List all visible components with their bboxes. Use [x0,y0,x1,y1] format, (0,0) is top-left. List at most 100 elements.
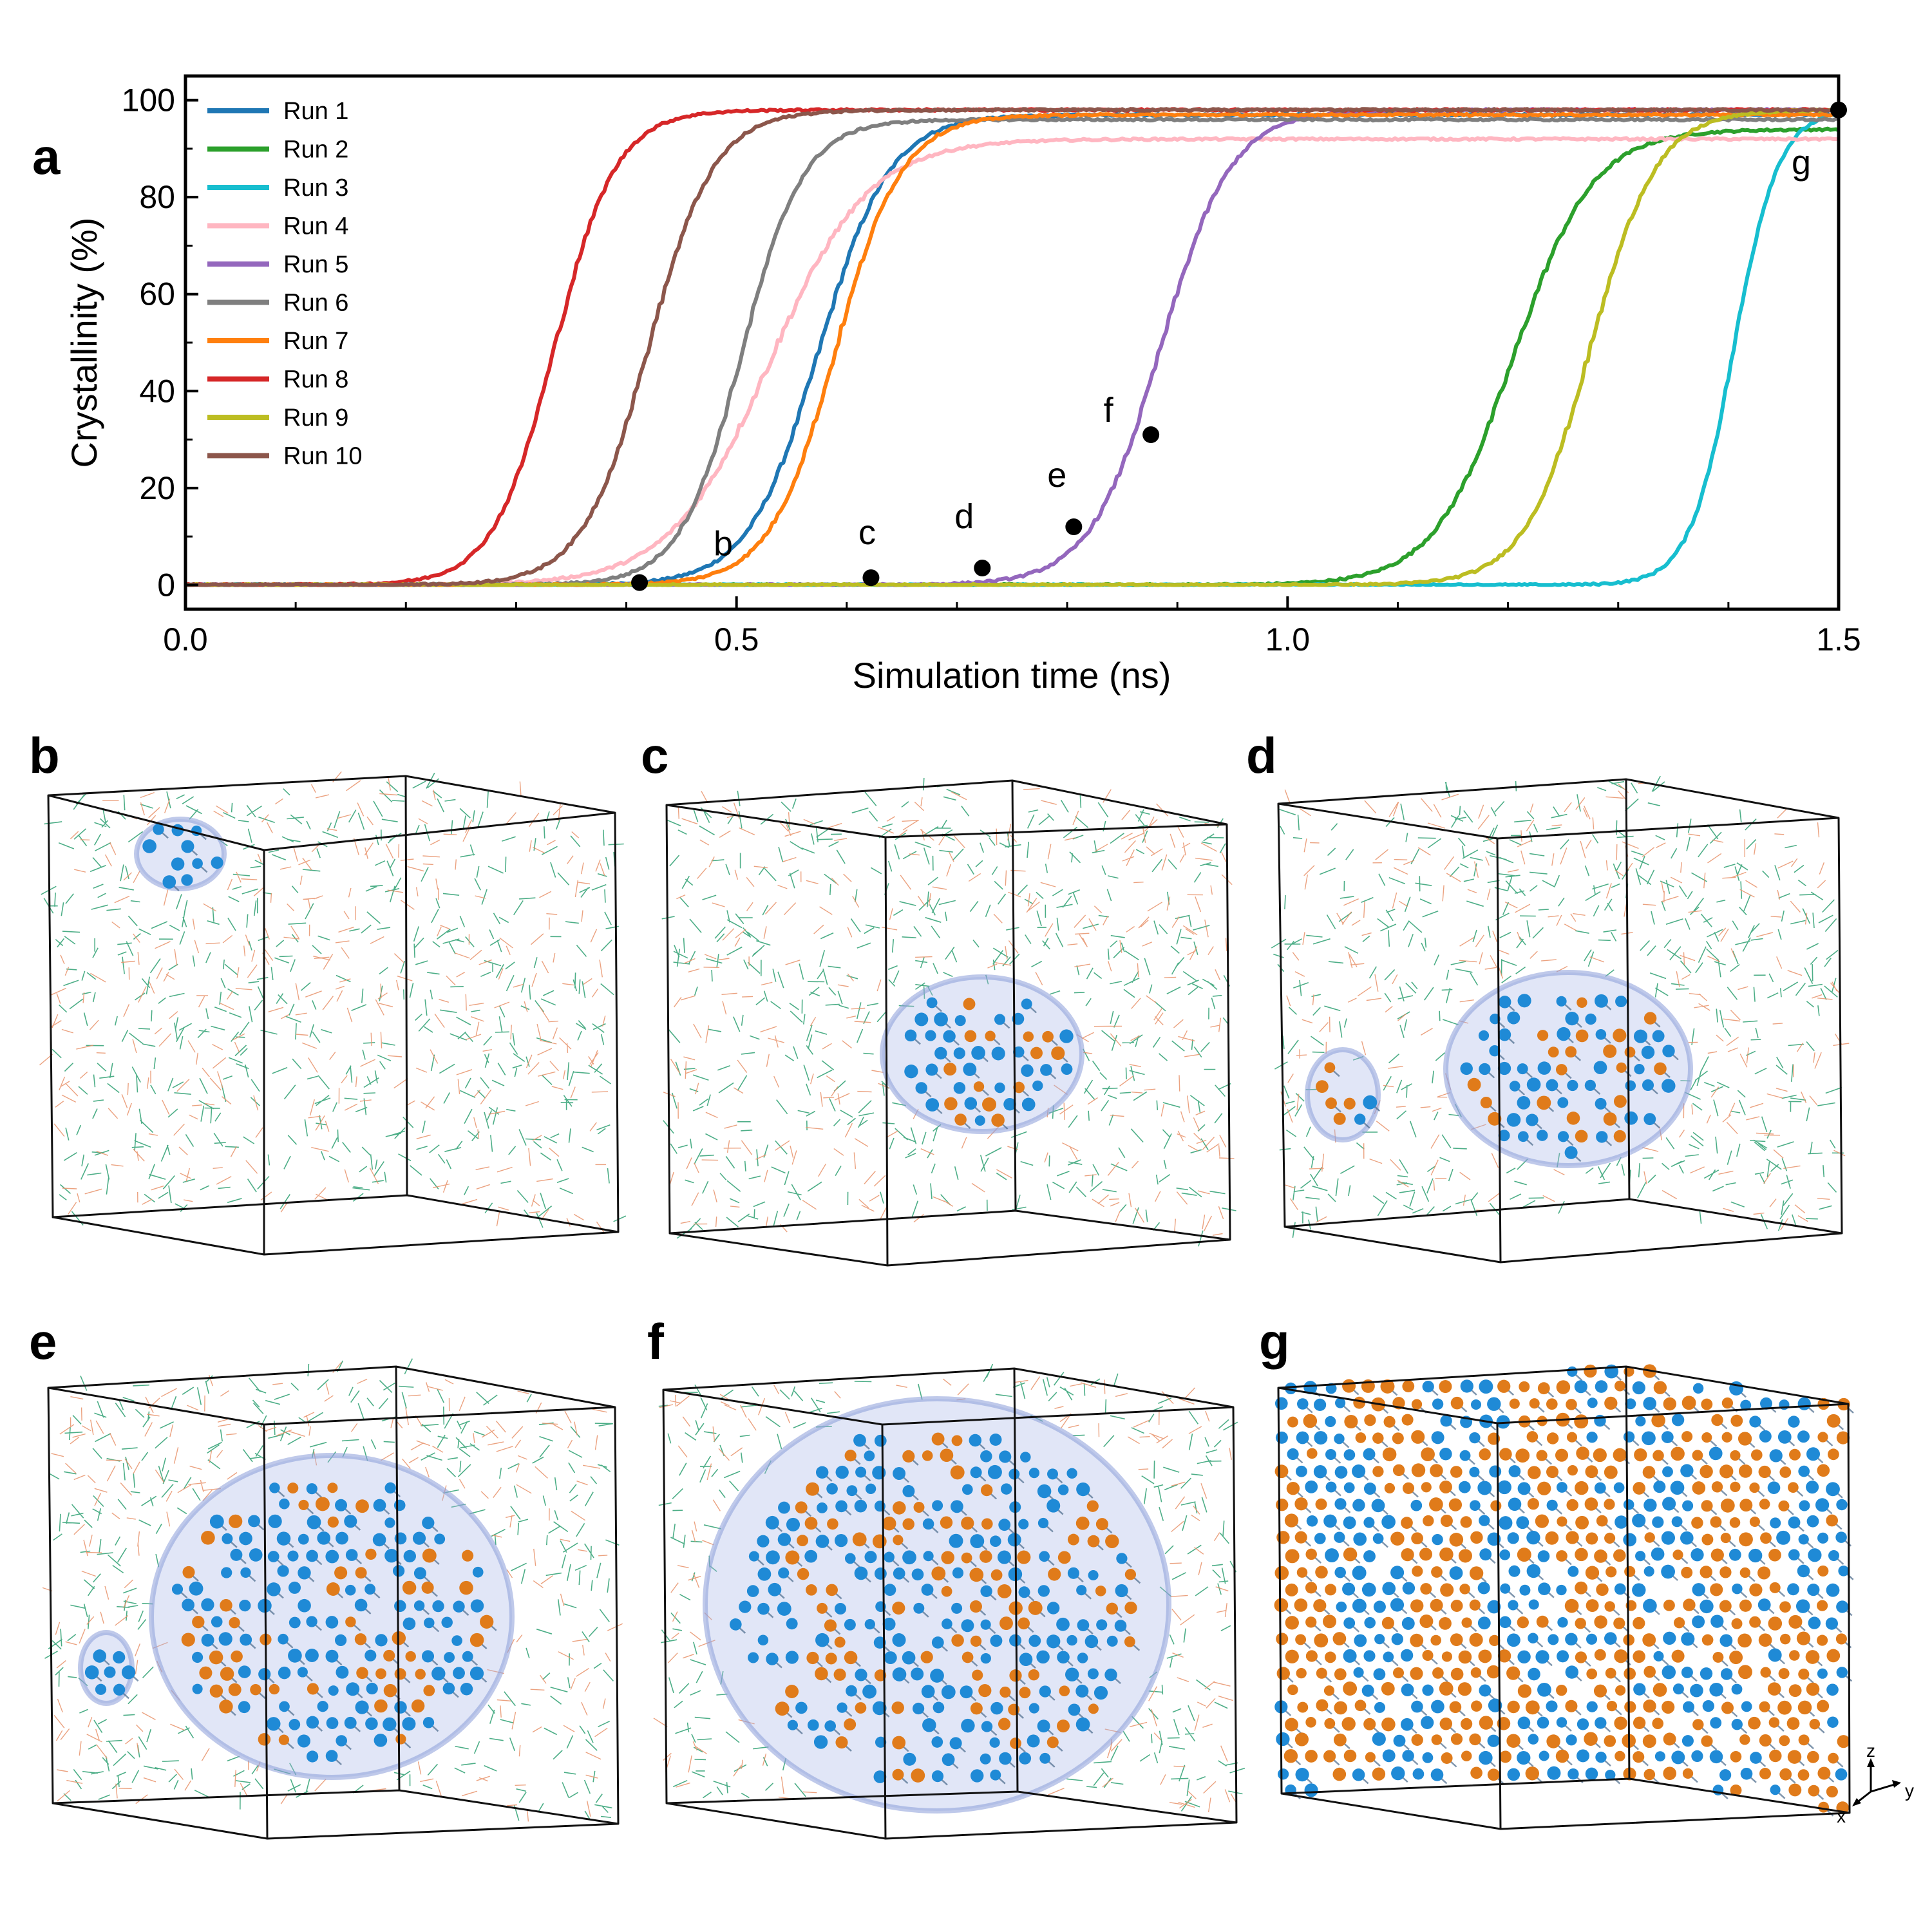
atom-orange [1013,1081,1025,1094]
atom-orange [220,1599,232,1612]
atom-blue [287,1550,299,1562]
atom-orange [1546,1734,1560,1748]
atom-blue [1692,1383,1704,1394]
atom-blue [943,1030,956,1043]
atom-blue [1817,1668,1828,1679]
atom-blue [1623,1499,1634,1510]
atom-blue [1663,1631,1676,1645]
atom-blue [1499,1549,1511,1560]
atom-orange [1574,1414,1589,1429]
atom-orange [969,1600,982,1613]
atom-blue [1487,1734,1500,1747]
atom-orange [1382,1447,1397,1462]
atom-blue [1343,1482,1355,1493]
atom-orange [1450,1396,1464,1410]
atom-blue [1479,1379,1493,1394]
atom-blue [1567,1566,1579,1577]
atom-orange [1739,1464,1752,1478]
atom-blue [1537,1550,1550,1562]
atom-blue [1643,1113,1656,1126]
atom-blue [1352,1768,1365,1781]
legend-entry: Run 8 [207,366,348,393]
atom-orange [1613,1549,1626,1562]
atom-blue [1517,1716,1531,1730]
atom-orange [1334,1668,1347,1681]
atom-orange [852,1532,867,1547]
atom-blue [1740,1767,1753,1780]
atom-orange [1392,1464,1405,1477]
atom-orange [1440,1514,1453,1528]
atom-blue [884,1584,896,1596]
atom-orange [1826,1514,1839,1527]
atom-orange [1730,1450,1741,1461]
atom-blue [1057,1651,1070,1664]
atom-blue [1076,1585,1087,1596]
atom-blue [1470,1399,1482,1410]
atom-blue [921,1584,934,1596]
atom-blue [1577,1718,1589,1730]
atom-orange [1788,1783,1802,1797]
atom-blue [1719,1769,1732,1781]
atom-orange [1826,1414,1841,1428]
atom-blue [1325,1416,1336,1427]
atom-blue [384,1517,395,1528]
axis-x-label: x [1837,1806,1846,1826]
atom-orange [1767,1682,1781,1696]
atom-blue [288,1649,302,1663]
atom-blue [815,1633,829,1647]
atom-orange [1497,1379,1511,1393]
atom-blue [1633,1029,1648,1043]
atom-blue [925,1098,940,1112]
atom-blue [1019,1752,1032,1765]
atom-orange [1567,1465,1578,1476]
atom-orange [1324,1062,1336,1074]
atom-blue [1440,1415,1452,1427]
atom-orange [1584,1497,1598,1511]
atom-orange [1575,1581,1588,1595]
y-tick-label: 60 [139,276,175,312]
atom-blue [786,1517,800,1531]
atom-orange [941,1551,954,1564]
atom-orange [1276,1499,1289,1511]
atom-orange [1535,1514,1549,1528]
atom-orange [1778,1500,1790,1511]
x-tick-label: 1.5 [1816,621,1861,658]
atom-orange [1644,1532,1655,1543]
atom-orange [1458,1549,1472,1563]
atom-blue [1508,1497,1522,1511]
atom-blue [1479,1515,1490,1526]
atom-blue [1565,1011,1579,1026]
atom-orange [902,1450,915,1463]
atom-orange [1009,1669,1022,1682]
atom-orange [1555,1448,1569,1462]
atom-orange [1692,1450,1703,1461]
atom-orange [1471,1700,1482,1712]
atom-blue [142,839,156,853]
atom-blue [1007,1533,1021,1547]
legend-label: Run 7 [283,328,348,355]
atom-orange [1624,1046,1636,1058]
atom-orange [365,1548,377,1560]
atom-blue [1402,1750,1414,1762]
atom-blue [276,1531,291,1546]
atom-orange [1797,1700,1812,1715]
atom-blue [1065,1667,1079,1681]
atom-orange [1497,1649,1511,1663]
atom-blue [893,1567,905,1580]
atom-orange [422,1548,437,1563]
crystal-cluster [904,997,1074,1130]
atom-orange [1383,1416,1396,1428]
atom-blue [218,1632,232,1646]
atom-orange [1749,1616,1761,1628]
atom-blue [826,1482,838,1495]
atom-orange [1431,1566,1443,1578]
atom-orange [920,1651,933,1663]
atom-blue [239,1599,251,1612]
atom-orange [817,1602,828,1614]
atom-orange [1673,1617,1685,1629]
atom-orange [355,1499,369,1513]
atom-blue [1795,1599,1810,1613]
atom-orange [1372,1432,1384,1444]
atom-orange [1779,1601,1791,1613]
atom-orange [1613,1448,1627,1462]
